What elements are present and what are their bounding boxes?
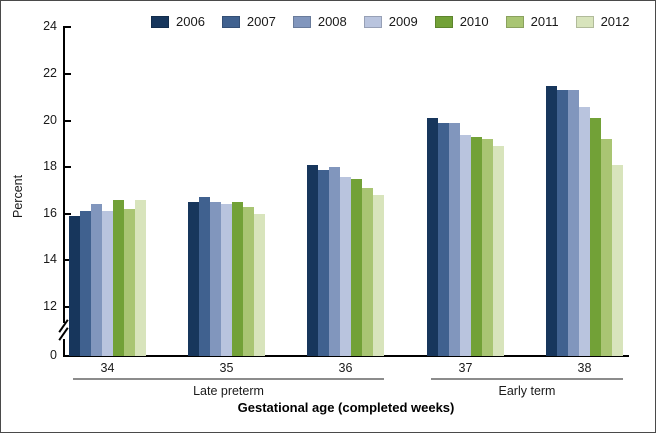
y-tick-label: 18 — [43, 159, 57, 174]
x-tick-label: 35 — [219, 361, 234, 375]
group-span-rule — [431, 378, 623, 380]
bar-2008-37 — [449, 122, 460, 356]
y-tick-mark — [64, 306, 71, 308]
bar-2007-35 — [199, 197, 210, 356]
bar-2009-38 — [579, 106, 590, 356]
legend-item: 2009 — [363, 14, 418, 29]
bar-2011-38 — [601, 139, 612, 356]
legend-swatch — [505, 15, 524, 28]
legend-swatch — [363, 15, 382, 28]
group-span-rule — [73, 378, 384, 380]
legend-item-label: 2010 — [459, 14, 489, 29]
bar-2006-37 — [427, 118, 438, 356]
bar-2011-37 — [482, 139, 493, 356]
bar-2009-36 — [340, 176, 351, 356]
legend-item: 2006 — [151, 14, 205, 29]
legend-item: 2012 — [575, 14, 630, 29]
y-tick-mark — [64, 166, 71, 169]
y-tick-mark — [64, 119, 71, 122]
legend-swatch — [151, 15, 169, 28]
x-tick-label: 36 — [338, 361, 353, 375]
bar-2011-36 — [362, 188, 373, 356]
legend-item: 2008 — [292, 14, 347, 29]
legend-item-label: 2009 — [388, 14, 418, 29]
legend-item: 2010 — [434, 14, 489, 29]
y-tick-mark — [64, 73, 71, 75]
x-axis-title: Gestational age (completed weeks) — [237, 400, 455, 415]
bar-2007-34 — [80, 211, 91, 356]
legend-swatch — [292, 15, 311, 28]
y-tick-label: 16 — [43, 205, 57, 220]
bar-2012-35 — [254, 213, 265, 356]
x-tick-label: 38 — [577, 361, 592, 375]
y-tick-mark — [64, 26, 71, 29]
bar-2012-38 — [612, 164, 623, 356]
legend-swatch — [221, 15, 240, 28]
y-tick-mark — [64, 212, 71, 215]
legend-swatch — [575, 15, 594, 28]
bar-2009-35 — [221, 204, 232, 356]
legend-item-label: 2011 — [530, 14, 559, 29]
y-tick-label: 22 — [43, 66, 57, 80]
bar-2007-38 — [557, 90, 568, 356]
group-span-label: Early term — [498, 384, 556, 398]
bar-2010-38 — [590, 118, 601, 356]
bar-2011-35 — [243, 206, 254, 356]
bar-2007-37 — [438, 122, 449, 356]
y-tick-mark — [64, 259, 71, 262]
bar-2008-38 — [568, 90, 579, 356]
y-axis-line — [63, 339, 65, 356]
legend-item: 2007 — [221, 14, 276, 29]
bar-2012-36 — [373, 195, 384, 356]
bar-2008-35 — [210, 202, 221, 356]
bar-2009-34 — [102, 211, 113, 356]
bar-2012-37 — [493, 146, 504, 356]
bar-2011-34 — [124, 209, 135, 356]
legend-item-label: 2008 — [317, 14, 347, 29]
bar-2008-34 — [91, 204, 102, 356]
y-tick-label: 0 — [50, 348, 57, 362]
bar-2010-34 — [113, 199, 124, 356]
legend-swatch — [434, 15, 453, 28]
y-tick-label: 12 — [43, 299, 57, 313]
bar-2010-35 — [232, 202, 243, 356]
bar-2007-36 — [318, 169, 329, 356]
bar-2008-36 — [329, 167, 340, 356]
legend-item-label: 2007 — [246, 14, 276, 29]
x-axis-line — [63, 355, 629, 357]
bar-2012-34 — [135, 199, 146, 356]
x-tick-label: 37 — [458, 361, 473, 375]
bar-2006-38 — [546, 85, 557, 356]
group-span-label: Late preterm — [193, 384, 264, 398]
y-tick-label: 24 — [43, 19, 57, 34]
bar-2010-36 — [351, 178, 362, 356]
y-axis-title: Percent — [11, 174, 25, 218]
legend-item: 2011 — [505, 14, 559, 29]
bar-2009-37 — [460, 134, 471, 356]
bar-2006-35 — [188, 202, 199, 356]
y-tick-label: 14 — [43, 252, 57, 267]
bar-2010-37 — [471, 136, 482, 356]
bar-2006-36 — [307, 164, 318, 356]
x-tick-label: 34 — [100, 361, 115, 375]
y-tick-label: 20 — [43, 112, 57, 127]
y-axis-line — [63, 26, 65, 323]
bar-2006-34 — [69, 216, 80, 356]
legend: 2006 2007 2008 2009 2010 2011 2012 — [151, 14, 630, 29]
legend-item-label: 2006 — [176, 14, 205, 29]
legend-item-label: 2012 — [600, 14, 630, 29]
